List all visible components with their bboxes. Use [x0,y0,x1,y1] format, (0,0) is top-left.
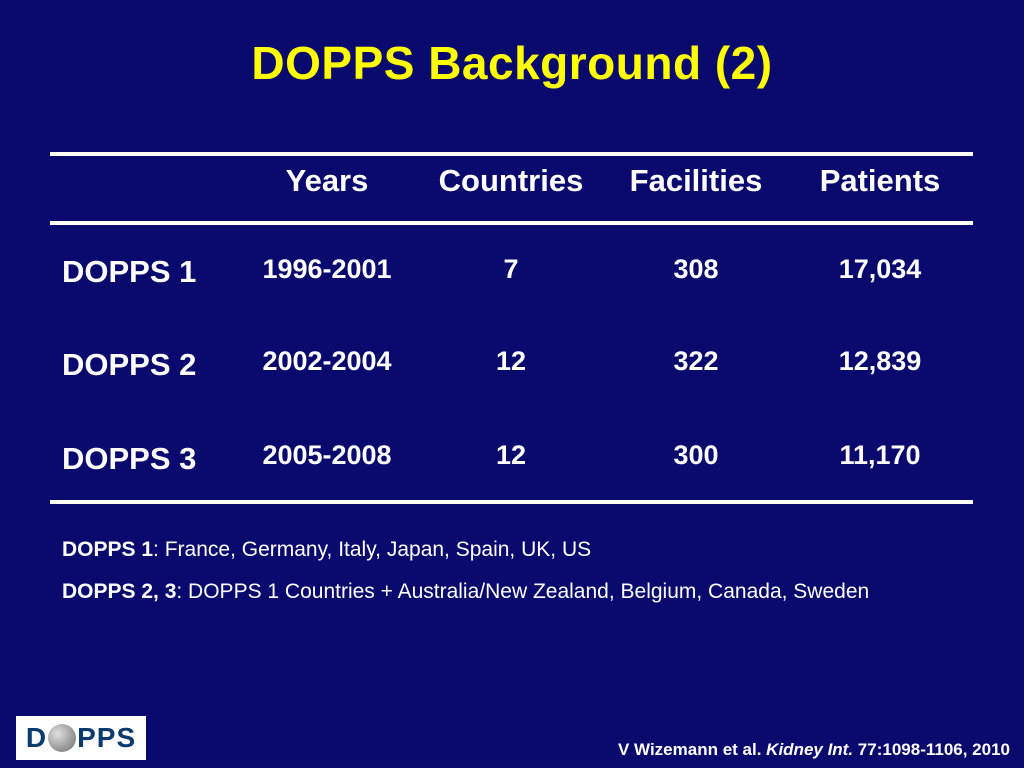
row-label-dopps-3: DOPPS 3 [62,441,197,476]
row-label-dopps-1: DOPPS 1 [62,254,197,289]
citation: V Wizemann et al. Kidney Int. 77:1098-11… [618,740,1010,760]
cell-facilities: 322 [673,346,719,376]
cell-facilities: 300 [673,440,719,470]
cell-countries: 12 [495,346,527,376]
note-text: : DOPPS 1 Countries + Australia/New Zeal… [176,580,870,603]
note-dopps-2-3: DOPPS 2, 3: DOPPS 1 Countries + Australi… [62,580,869,604]
note-label: DOPPS 1 [62,538,154,561]
logo-text-left: D [25,722,48,753]
cell-years: 2005-2008 [262,440,392,470]
cell-patients: 17,034 [838,254,922,284]
cell-patients: 11,170 [839,440,921,470]
cell-years: 1996-2001 [262,254,392,284]
table-header-rule [50,221,973,225]
cell-countries: 7 [503,254,519,284]
globe-icon [48,724,77,752]
cell-facilities: 308 [673,254,719,284]
header-countries: Countries [438,163,584,198]
note-dopps-1: DOPPS 1: France, Germany, Italy, Japan, … [62,538,591,562]
cell-patients: 12,839 [838,346,922,376]
citation-journal: Kidney Int. [766,740,854,759]
header-years: Years [285,163,369,198]
cell-years: 2002-2004 [262,346,392,376]
note-label: DOPPS 2, 3 [62,580,177,603]
header-facilities: Facilities [629,163,763,198]
slide-title: DOPPS Background (2) [251,37,773,89]
header-patients: Patients [819,163,941,198]
table-bottom-rule [50,500,973,504]
note-text: : France, Germany, Italy, Japan, Spain, … [153,538,592,561]
logo-text-right: PPS [77,722,137,753]
table-top-rule [50,152,973,156]
logo-wordmark: D PPS [26,722,136,754]
citation-ref: 77:1098-1106, 2010 [853,740,1010,759]
cell-countries: 12 [495,440,527,470]
row-label-dopps-2: DOPPS 2 [62,347,197,382]
dopps-logo: D PPS [16,716,146,760]
citation-authors: V Wizemann et al. [618,740,767,759]
